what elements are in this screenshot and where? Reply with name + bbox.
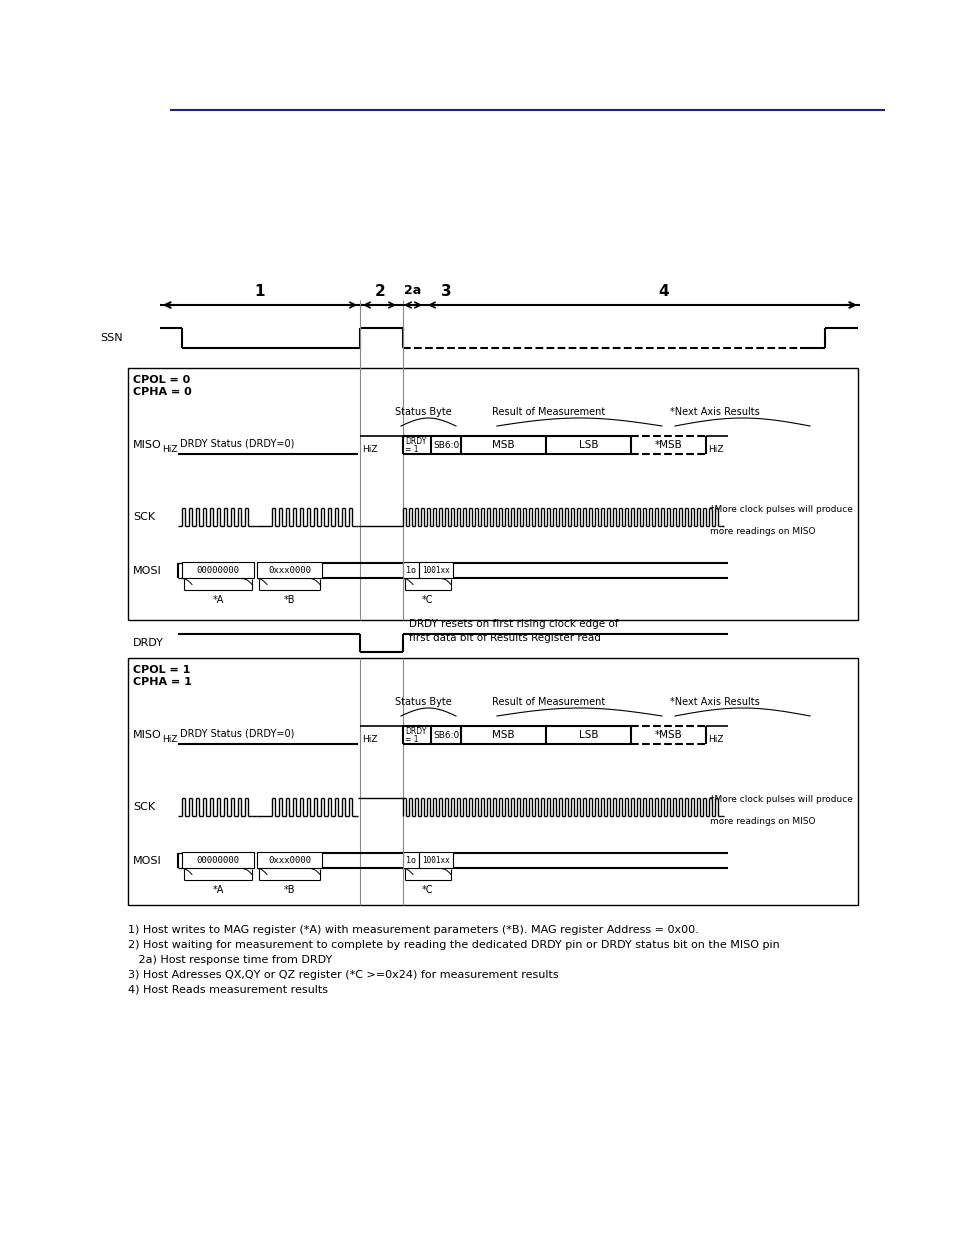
Text: CPHA = 0: CPHA = 0 <box>132 387 192 396</box>
Text: MOSI: MOSI <box>132 856 162 866</box>
Text: 3: 3 <box>440 284 452 299</box>
Text: *C: *C <box>422 595 434 605</box>
Text: SCK: SCK <box>132 513 155 522</box>
Text: 3) Host Adresses QX,QY or QZ register (*C >=0x24) for measurement results: 3) Host Adresses QX,QY or QZ register (*… <box>128 969 558 981</box>
Text: 0xxx0000: 0xxx0000 <box>268 566 311 576</box>
Text: SB6:0: SB6:0 <box>433 441 458 450</box>
Text: DRDY Status (DRDY=0): DRDY Status (DRDY=0) <box>180 438 294 448</box>
Text: *C: *C <box>422 885 434 895</box>
Bar <box>402 562 418 578</box>
Text: LSB: LSB <box>578 440 598 450</box>
Text: 1: 1 <box>254 284 265 299</box>
Text: *MSB: *MSB <box>654 730 681 740</box>
Text: 4) Host Reads measurement results: 4) Host Reads measurement results <box>128 986 328 995</box>
Text: DRDY: DRDY <box>132 638 164 648</box>
Text: 00000000: 00000000 <box>196 566 239 576</box>
Bar <box>418 562 453 578</box>
Bar <box>182 562 253 578</box>
Text: LSB: LSB <box>578 730 598 740</box>
Text: *Next Axis Results: *Next Axis Results <box>669 408 759 417</box>
Text: 2a: 2a <box>403 284 420 298</box>
Bar <box>402 852 418 868</box>
Text: CPOL = 0: CPOL = 0 <box>132 375 190 385</box>
Text: 1o: 1o <box>406 856 416 864</box>
Text: CPHA = 1: CPHA = 1 <box>132 677 192 687</box>
Bar <box>128 658 857 905</box>
Text: 1001xx: 1001xx <box>421 856 450 864</box>
Text: *A: *A <box>213 885 223 895</box>
Text: 00000000: 00000000 <box>196 856 239 864</box>
Text: 0xxx0000: 0xxx0000 <box>268 856 311 864</box>
Text: Result of Measurement: Result of Measurement <box>492 408 604 417</box>
Text: MISO: MISO <box>132 440 162 450</box>
Text: HiZ: HiZ <box>361 446 377 454</box>
Text: = 1: = 1 <box>405 446 418 454</box>
Text: *B: *B <box>283 885 294 895</box>
Text: *MSB: *MSB <box>654 440 681 450</box>
Text: more readings on MISO: more readings on MISO <box>709 816 815 825</box>
Text: MOSI: MOSI <box>132 566 162 576</box>
Text: DRDY: DRDY <box>405 726 426 736</box>
Text: SB6:0: SB6:0 <box>433 730 458 740</box>
Text: CPOL = 1: CPOL = 1 <box>132 664 191 676</box>
Bar <box>182 852 253 868</box>
Bar <box>128 368 857 620</box>
Text: HiZ: HiZ <box>707 446 722 454</box>
Text: more readings on MISO: more readings on MISO <box>709 526 815 536</box>
Text: SCK: SCK <box>132 802 155 811</box>
Text: 1o: 1o <box>406 566 416 576</box>
Text: HiZ: HiZ <box>361 736 377 745</box>
Text: DRDY: DRDY <box>405 436 426 446</box>
Text: = 1: = 1 <box>405 736 418 745</box>
Text: DRDY resets on first rising clock edge of: DRDY resets on first rising clock edge o… <box>409 619 618 629</box>
Text: 1001xx: 1001xx <box>421 566 450 576</box>
Bar <box>256 562 322 578</box>
Text: *Next Axis Results: *Next Axis Results <box>669 697 759 706</box>
Text: Result of Measurement: Result of Measurement <box>492 697 604 706</box>
Text: MSB: MSB <box>492 730 515 740</box>
Text: HiZ: HiZ <box>162 446 177 454</box>
Text: DRDY Status (DRDY=0): DRDY Status (DRDY=0) <box>180 727 294 739</box>
Text: first data bit of Results Register read: first data bit of Results Register read <box>409 634 600 643</box>
Text: †More clock pulses will produce: †More clock pulses will produce <box>709 795 852 804</box>
Text: 2: 2 <box>375 284 385 299</box>
Text: 1) Host writes to MAG register (*A) with measurement parameters (*B). MAG regist: 1) Host writes to MAG register (*A) with… <box>128 925 698 935</box>
Bar <box>256 852 322 868</box>
Text: HiZ: HiZ <box>707 736 722 745</box>
Text: SSN: SSN <box>100 333 123 343</box>
Text: 4: 4 <box>658 284 669 299</box>
Text: 2a) Host response time from DRDY: 2a) Host response time from DRDY <box>128 955 332 965</box>
Text: 2) Host waiting for measurement to complete by reading the dedicated DRDY pin or: 2) Host waiting for measurement to compl… <box>128 940 779 950</box>
Bar <box>418 852 453 868</box>
Text: *A: *A <box>213 595 223 605</box>
Text: Status Byte: Status Byte <box>395 408 452 417</box>
Text: Status Byte: Status Byte <box>395 697 452 706</box>
Text: †More clock pulses will produce: †More clock pulses will produce <box>709 505 852 515</box>
Text: MISO: MISO <box>132 730 162 740</box>
Text: HiZ: HiZ <box>162 736 177 745</box>
Text: MSB: MSB <box>492 440 515 450</box>
Text: *B: *B <box>283 595 294 605</box>
